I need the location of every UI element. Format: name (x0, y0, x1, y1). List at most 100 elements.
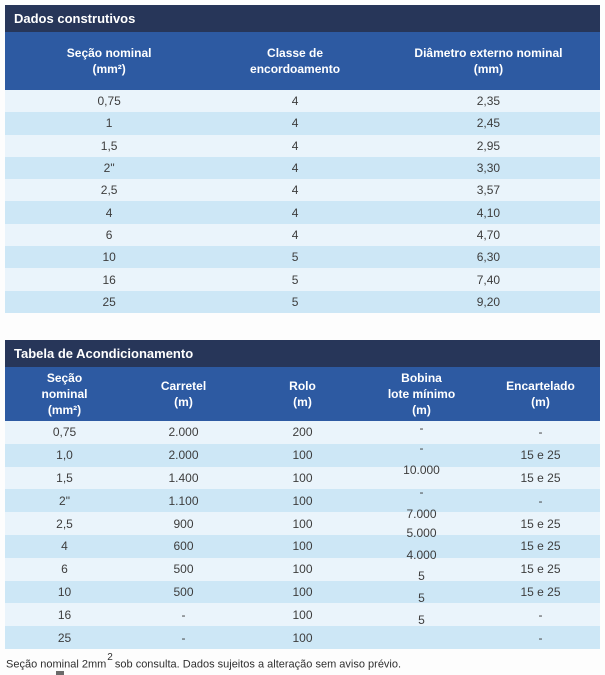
classe-encordoamento-cell: 4 (291, 227, 299, 242)
column-header-secao-nominal: Seção nominal (mm²) (41, 370, 88, 418)
column-header-diametro-externo: Diâmetro externo nominal (mm) (414, 45, 563, 76)
table-row: 2" 4 3,30 (5, 156, 600, 180)
diametro-externo-cell: 2,45 (476, 116, 501, 131)
table-row: 10 500 100 5 15 e 25 (5, 569, 600, 604)
encartelado-cell: 15 e 25 (520, 584, 561, 599)
table2-header-row: Seção nominal (mm²) Carretel (m) Rolo (m… (5, 367, 600, 421)
secao-nominal-cell: 2" (103, 161, 115, 176)
table-row: 4 4 4,10 (5, 201, 600, 224)
rolo-cell: 100 (292, 493, 313, 508)
diametro-externo-cell: 4,70 (476, 227, 501, 242)
classe-encordoamento-cell: 5 (291, 294, 299, 309)
secao-nominal-cell: 0,75 (52, 425, 77, 440)
rolo-cell: 100 (292, 448, 313, 463)
encartelado-cell: 15 e 25 (520, 470, 561, 485)
encartelado-cell: - (538, 493, 543, 508)
table-title-acondicionamento: Tabela de Acondicionamento (5, 340, 600, 367)
classe-encordoamento-cell: 5 (291, 250, 299, 265)
rolo-cell: 100 (292, 539, 313, 554)
diametro-externo-cell: 2,35 (476, 94, 501, 109)
table-row: 1,0 2.000 100 - 15 e 25 (5, 441, 600, 467)
secao-nominal-cell: 25 (57, 630, 72, 645)
secao-nominal-cell: 2,5 (100, 183, 118, 198)
diametro-externo-cell: 7,40 (476, 272, 501, 287)
secao-nominal-cell: 2,5 (56, 516, 73, 531)
bobina-lote-minimo-cell: - (419, 441, 424, 456)
classe-encordoamento-cell: 4 (291, 116, 299, 131)
table-row: 2,5 900 100 7.000 15 e 25 (5, 507, 600, 535)
rolo-cell: 100 (292, 607, 313, 622)
encartelado-cell: - (538, 425, 543, 440)
secao-nominal-cell: 1,5 (56, 470, 73, 485)
bobina-lote-minimo-cell: 5 (418, 568, 425, 583)
carretel-cell: 2.000 (168, 425, 199, 440)
rolo-cell: 100 (292, 470, 313, 485)
bobina-lote-minimo-cell: 5.000 (406, 526, 437, 541)
table-title-dados-construtivos: Dados construtivos (5, 5, 600, 32)
encartelado-cell: 15 e 25 (520, 448, 561, 463)
bobina-lote-minimo-cell: 10.000 (403, 462, 440, 477)
carretel-cell: 500 (173, 562, 194, 577)
table-row: 16 - 100 5 - (5, 591, 600, 627)
column-header-rolo: Rolo (m) (289, 378, 316, 409)
encartelado-cell: 15 e 25 (520, 539, 561, 554)
carretel-cell: 1.100 (168, 493, 199, 508)
bobina-lote-minimo-cell: - (419, 484, 424, 499)
secao-nominal-cell: 0,75 (97, 94, 121, 109)
classe-encordoamento-cell: 4 (291, 205, 299, 220)
scan-cutoff-artifact (56, 671, 64, 675)
bobina-lote-minimo-cell: 5 (418, 590, 425, 605)
table1-header-row: Seção nominal (mm²) Classe de encordoame… (5, 32, 600, 90)
bobina-lote-minimo-cell: 7.000 (406, 506, 437, 521)
carretel-cell: 600 (173, 539, 194, 554)
table-row: 16 5 7,40 (5, 268, 600, 291)
carretel-cell: 500 (173, 584, 194, 599)
classe-encordoamento-cell: 4 (291, 138, 299, 153)
table-row: 25 5 9,20 (5, 290, 600, 313)
table-row: 10 5 6,30 (5, 246, 600, 269)
table-row: 1,5 1.400 100 10.000 15 e 25 (5, 463, 600, 490)
secao-nominal-cell: 6 (61, 562, 68, 577)
diametro-externo-cell: 2,95 (476, 138, 501, 153)
secao-nominal-cell: 25 (102, 294, 116, 309)
table-row: 6 4 4,70 (5, 223, 600, 247)
secao-nominal-cell: 1,5 (100, 138, 118, 153)
column-header-secao-nominal: Seção nominal (mm²) (66, 45, 152, 76)
table-row: 0,75 2.000 200 - - (5, 421, 600, 444)
diametro-externo-cell: 6,30 (476, 250, 501, 265)
secao-nominal-cell: 1,0 (56, 448, 73, 463)
secao-nominal-cell: 10 (102, 250, 116, 265)
carretel-cell: - (181, 630, 186, 645)
diametro-externo-cell: 3,57 (476, 183, 501, 198)
diametro-externo-cell: 3,30 (476, 161, 501, 176)
rolo-cell: 100 (292, 584, 313, 599)
column-header-carretel: Carretel (m) (160, 378, 207, 409)
classe-encordoamento-cell: 4 (291, 94, 299, 109)
secao-nominal-cell: 2" (59, 493, 70, 508)
diametro-externo-cell: 4,10 (476, 205, 501, 220)
rolo-cell: 100 (292, 516, 313, 531)
bobina-lote-minimo-cell: 5 (418, 612, 425, 627)
table-row: 0,75 4 2,35 (5, 90, 600, 113)
secao-nominal-cell: 4 (61, 539, 68, 554)
table-row: 2" 1.100 100 - - (5, 485, 600, 513)
footnote: Seção nominal 2mm2 sob consulta. Dados s… (6, 652, 401, 671)
diametro-externo-cell: 9,20 (476, 294, 501, 309)
secao-nominal-cell: 16 (57, 607, 72, 622)
column-header-classe-encordoamento: Classe de encordoamento (250, 45, 341, 76)
encartelado-cell: 15 e 25 (520, 562, 561, 577)
dados-construtivos-table: Dados construtivos Seção nominal (mm²) C… (5, 5, 600, 313)
bobina-lote-minimo-cell: 4.000 (406, 548, 437, 563)
carretel-cell: 1.400 (168, 470, 199, 485)
encartelado-cell: - (538, 607, 543, 622)
table2-body: 0,75 2.000 200 - - 1,0 2.000 100 - 15 e … (5, 421, 600, 649)
carretel-cell: 2.000 (168, 448, 199, 463)
encartelado-cell: 15 e 25 (520, 516, 561, 531)
encartelado-cell: - (538, 630, 543, 645)
secao-nominal-cell: 16 (102, 272, 116, 287)
table-row: 6 500 100 4.000 15 e 25 (5, 548, 600, 581)
secao-nominal-cell: 4 (105, 205, 113, 220)
acondicionamento-table: Tabela de Acondicionamento Seção nominal… (5, 340, 600, 649)
carretel-cell: 900 (173, 516, 194, 531)
carretel-cell: - (181, 607, 186, 622)
